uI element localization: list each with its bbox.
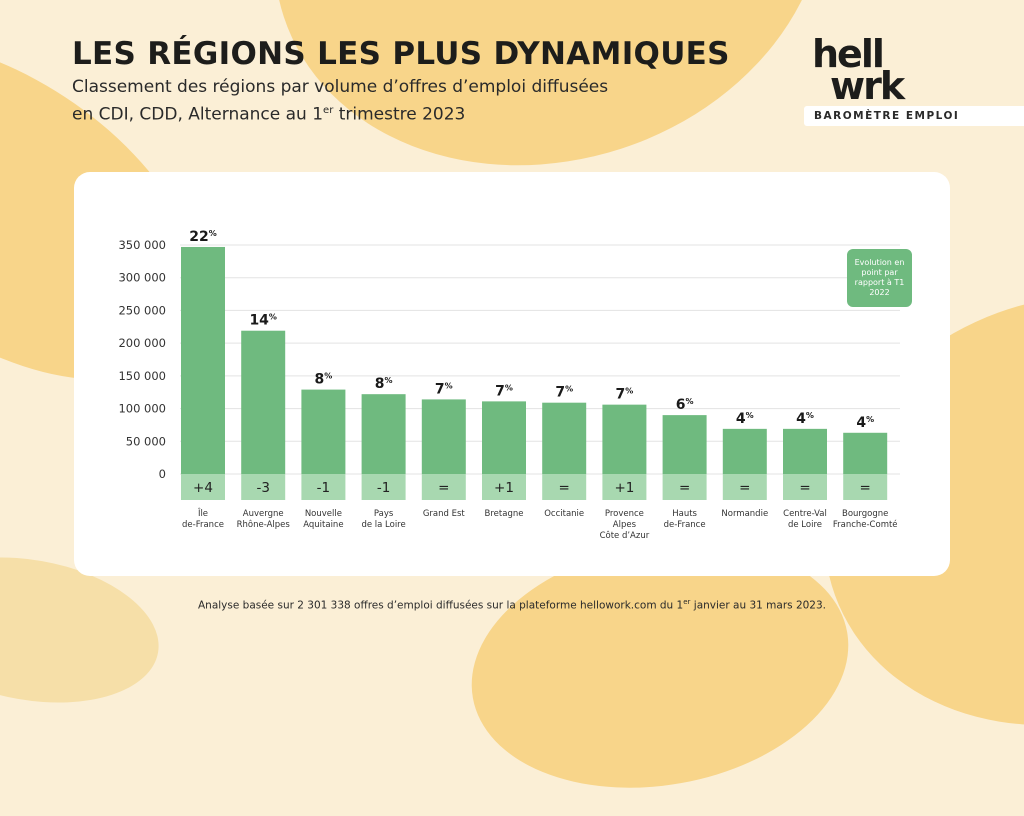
share-data-label: 8% bbox=[375, 376, 393, 392]
rank-change-cell bbox=[301, 474, 346, 500]
rank-change-label: -3 bbox=[256, 480, 269, 496]
y-tick-label: 150 000 bbox=[118, 369, 166, 383]
subtitle-line2-post: trimestre 2023 bbox=[333, 104, 466, 125]
rank-change-label: = bbox=[679, 480, 690, 496]
rank-change-label: +4 bbox=[193, 480, 213, 496]
footnote-sup: er bbox=[683, 598, 691, 606]
bar bbox=[482, 401, 526, 474]
subtitle-line2-pre: en CDI, CDD, Alternance au 1 bbox=[72, 104, 324, 125]
category-label: Pays de la Loire bbox=[361, 509, 405, 530]
rank-change-label: -1 bbox=[317, 480, 330, 496]
y-tick-label: 350 000 bbox=[118, 238, 166, 252]
bar bbox=[421, 399, 466, 474]
bar bbox=[722, 428, 767, 474]
y-tick-label: 100 000 bbox=[118, 402, 166, 416]
rank-change-label: +1 bbox=[614, 480, 634, 496]
category-label: Auvergne Rhône-Alpes bbox=[237, 509, 291, 530]
bar bbox=[301, 389, 346, 474]
rank-change-cell bbox=[722, 474, 767, 500]
bar bbox=[783, 428, 827, 474]
category-label: Bretagne bbox=[485, 509, 524, 519]
category-label: Centre-Val de Loire bbox=[783, 509, 827, 530]
bar bbox=[181, 246, 225, 474]
share-data-label: 6% bbox=[676, 397, 694, 413]
rank-change-label: -1 bbox=[377, 480, 390, 496]
bar bbox=[662, 415, 707, 474]
bar bbox=[602, 404, 647, 474]
page-subtitle: Classement des régions par volume d’offr… bbox=[72, 75, 608, 127]
share-data-label: 22% bbox=[189, 229, 217, 245]
rank-change-cell bbox=[421, 474, 466, 500]
rank-change-cell bbox=[843, 474, 888, 500]
rank-change-cell bbox=[361, 474, 406, 500]
bar-chart: 0 50 000 100 000 150 000 200 000 250 000 300 0… bbox=[118, 229, 900, 541]
logo-line2: wrk bbox=[830, 64, 905, 108]
y-tick-label: 200 000 bbox=[118, 336, 166, 350]
category-label: Île de-France bbox=[182, 507, 224, 530]
subtitle-line1: Classement des régions par volume d’offr… bbox=[72, 77, 609, 97]
share-data-label: 8% bbox=[315, 372, 333, 388]
rank-change-label: +1 bbox=[494, 480, 514, 496]
bar bbox=[241, 330, 286, 474]
hellowork-logo: hell wrk BAROMÈTRE EMPLOI bbox=[804, 32, 1024, 126]
page-title: LES RÉGIONS LES PLUS DYNAMIQUES bbox=[72, 36, 730, 72]
y-tick-label: 300 000 bbox=[118, 271, 166, 285]
rank-change-label: = bbox=[860, 480, 871, 496]
bar bbox=[361, 394, 406, 474]
category-label: Occitanie bbox=[544, 509, 584, 519]
rank-change-cell bbox=[662, 474, 707, 500]
logo-tagline: BAROMÈTRE EMPLOI bbox=[804, 106, 1024, 126]
share-data-label: 4% bbox=[796, 411, 814, 427]
share-data-label: 14% bbox=[249, 313, 277, 329]
logo-line1: hell bbox=[812, 32, 885, 76]
y-tick-label: 50 000 bbox=[126, 434, 166, 448]
rank-change-label: = bbox=[739, 480, 750, 496]
share-data-label: 4% bbox=[856, 415, 874, 431]
bar bbox=[843, 432, 888, 474]
chart-card: 0 50 000 100 000 150 000 200 000 250 000 300 0… bbox=[74, 172, 950, 576]
footnote-pre: Analyse basée sur 2 301 338 offres d’emp… bbox=[197, 599, 684, 612]
subtitle-line2-sup: er bbox=[323, 105, 334, 116]
category-label: Grand Est bbox=[423, 509, 466, 519]
rank-change-cell bbox=[181, 474, 225, 500]
share-data-label: 4% bbox=[736, 411, 754, 427]
share-data-label: 7% bbox=[435, 381, 453, 397]
y-tick-label: 250 000 bbox=[118, 303, 166, 317]
footnote-post: janvier au 31 mars 2023. bbox=[690, 599, 826, 612]
rank-change-label: = bbox=[559, 480, 570, 496]
share-data-label: 7% bbox=[616, 387, 634, 403]
rank-change-cell bbox=[542, 474, 587, 500]
legend-note: Evolution en point par rapport à T1 2022 bbox=[847, 249, 912, 307]
category-label: Normandie bbox=[721, 509, 768, 519]
bar bbox=[542, 402, 587, 474]
rank-change-cell bbox=[482, 474, 526, 500]
category-label: Hauts de-France bbox=[664, 509, 706, 530]
rank-change-cell bbox=[602, 474, 647, 500]
footnote: Analyse basée sur 2 301 338 offres d’emp… bbox=[0, 598, 1024, 612]
rank-change-cell bbox=[783, 474, 827, 500]
rank-change-cell bbox=[241, 474, 286, 500]
category-label: Bourgogne Franche-Comté bbox=[833, 509, 898, 530]
rank-change-label: = bbox=[799, 480, 810, 496]
y-tick-label: 0 bbox=[159, 467, 166, 481]
category-label: Provence Alpes Côte d’Azur bbox=[600, 509, 650, 541]
share-data-label: 7% bbox=[495, 383, 513, 399]
share-data-label: 7% bbox=[555, 385, 573, 401]
category-label: Nouvelle Aquitaine bbox=[303, 509, 343, 530]
rank-change-label: = bbox=[438, 480, 449, 496]
